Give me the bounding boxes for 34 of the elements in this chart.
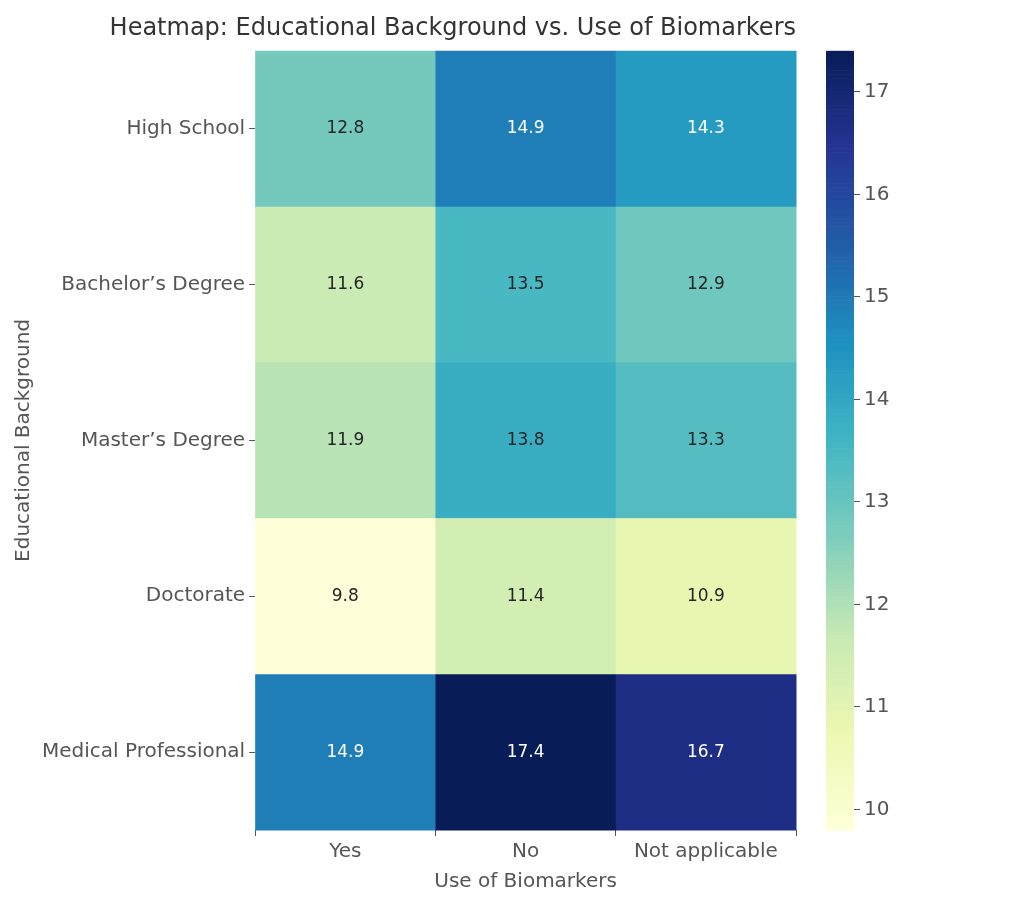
data-label: 11.6: [326, 272, 365, 293]
data-label: 13.5: [506, 272, 545, 293]
color-bar-label: 14: [864, 385, 890, 410]
data-label: 17.4: [506, 740, 545, 761]
y-axis-title: Educational Background: [10, 318, 35, 562]
y-tick-label: Medical Professional: [41, 738, 246, 763]
color-bar-label: 10: [864, 795, 890, 820]
data-label: 13.3: [686, 428, 725, 449]
color-bar-label: 13: [864, 488, 890, 513]
data-label: 11.4: [506, 584, 545, 605]
color-bar-label: 15: [864, 283, 890, 308]
y-tick-label: Master’s Degree: [80, 426, 246, 451]
x-tick-label: Yes: [328, 838, 362, 863]
color-bar-label: 11: [864, 693, 890, 718]
data-label: 12.9: [686, 272, 725, 293]
data-label: 16.7: [686, 740, 725, 761]
data-label: 14.3: [686, 117, 725, 138]
data-label: 9.8: [331, 584, 359, 605]
chart-title: Heatmap: Educational Background vs. Use of Biomarkers: [109, 12, 796, 41]
x-axis-title: Use of Biomarkers: [434, 868, 617, 893]
data-label: 10.9: [686, 584, 725, 605]
data-label: 14.9: [326, 740, 365, 761]
color-bar-label: 17: [864, 78, 890, 103]
x-tick-label: Not applicable: [633, 838, 778, 863]
data-label: 12.8: [326, 117, 365, 138]
x-tick-label: No: [511, 838, 540, 863]
data-label: 13.8: [506, 428, 545, 449]
color-bar-label: 16: [864, 180, 890, 205]
data-label: 14.9: [506, 117, 545, 138]
color-bar-label: 12: [864, 590, 890, 615]
y-tick-label: Doctorate: [145, 582, 246, 607]
y-tick-label: High School: [126, 114, 246, 139]
y-tick-label: Bachelor’s Degree: [61, 270, 246, 295]
data-label: 11.9: [326, 428, 365, 449]
